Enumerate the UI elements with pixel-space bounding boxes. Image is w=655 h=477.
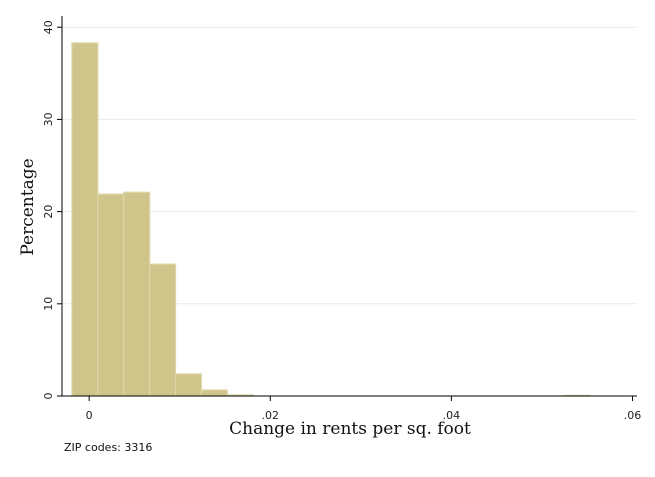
y-tick-label-1: 10: [42, 297, 55, 311]
axes: [57, 16, 637, 401]
x-tick-label-1: .02: [262, 409, 280, 422]
x-tick-label-3: .06: [624, 409, 642, 422]
y-tick-label-3: 30: [42, 112, 55, 126]
x-tick-label-0: 0: [86, 409, 93, 422]
histogram-bar-5: [200, 389, 228, 397]
histogram-bar-0: [71, 42, 99, 397]
x-tick-label-2: .04: [443, 409, 461, 422]
histogram-bar-2: [123, 191, 151, 397]
histogram-bar-4: [174, 373, 203, 397]
sample-size-note: ZIP codes: 3316: [64, 441, 153, 454]
histogram-bar-1: [97, 193, 125, 397]
tick-labels: 0 10 20 30 40 0 .02 .04 .06: [42, 20, 641, 422]
x-axis-title: Change in rents per sq. foot: [229, 419, 471, 439]
y-tick-label-2: 20: [42, 205, 55, 219]
y-tick-label-4: 40: [42, 20, 55, 34]
histogram-bar-3: [149, 263, 177, 397]
grid-lines: [62, 26, 637, 305]
y-axis-title: Percentage: [18, 158, 38, 255]
histogram-bars: [71, 42, 591, 397]
y-tick-label-0: 0: [42, 393, 55, 400]
